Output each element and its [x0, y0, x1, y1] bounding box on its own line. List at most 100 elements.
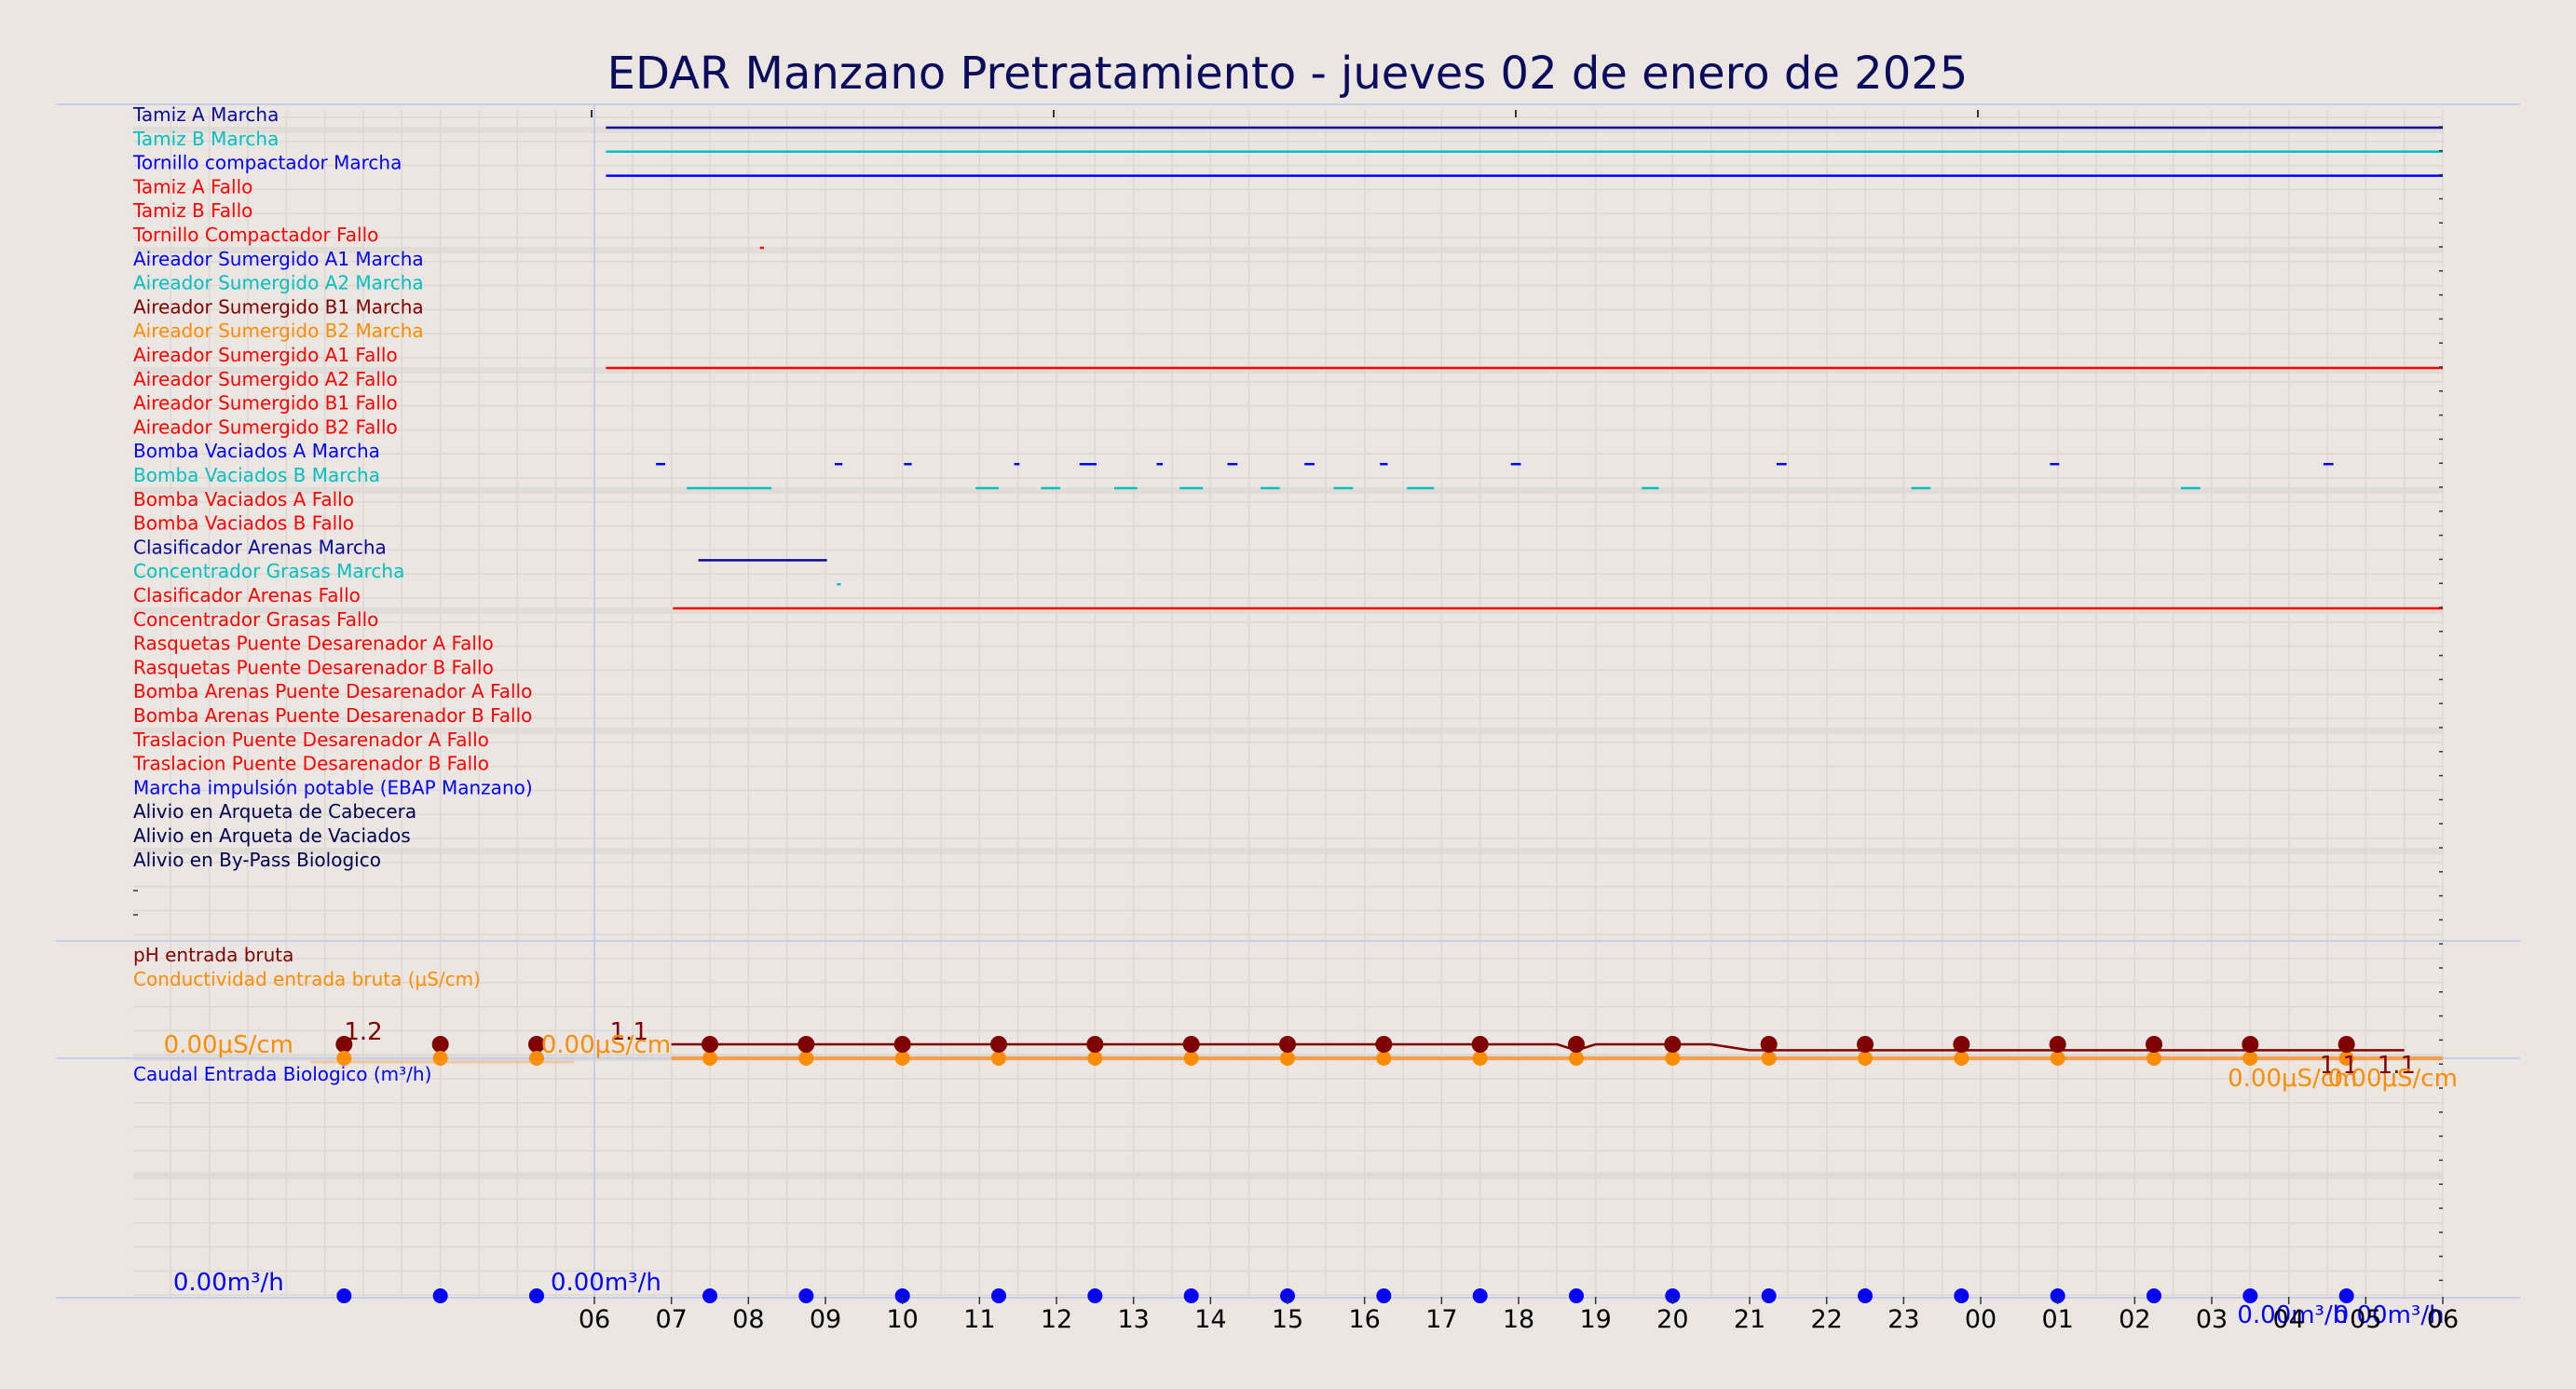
ph-marker: [431, 1036, 449, 1053]
signal-label: Tornillo Compactador Fallo: [132, 224, 378, 246]
x-tick-label: 02: [2119, 1305, 2150, 1334]
signal-label: Tornillo compactador Marcha: [132, 152, 402, 174]
signal-label: Tamiz B Fallo: [132, 199, 252, 222]
conductivity-marker: [1280, 1051, 1295, 1066]
flow-marker: [991, 1288, 1006, 1303]
signal-label: Aireador Sumergido B1 Marcha: [133, 295, 424, 318]
ph-marker: [1857, 1036, 1874, 1053]
flow-marker: [2147, 1288, 2161, 1303]
x-tick-label: 05: [2350, 1305, 2381, 1334]
conductivity-marker: [2147, 1051, 2161, 1066]
signal-label: Bomba Vaciados B Fallo: [133, 512, 354, 535]
signal-label: Concentrador Grasas Fallo: [133, 608, 378, 631]
ph-value-label: 1.1: [2378, 1052, 2416, 1080]
signal-label: Rasquetas Puente Desarenador B Fallo: [133, 656, 494, 678]
signal-label: Aireador Sumergido B2 Marcha: [133, 320, 424, 342]
flow-marker: [1183, 1288, 1199, 1303]
conductivity-marker: [1183, 1051, 1199, 1066]
flow-marker: [702, 1288, 717, 1303]
x-tick-label: 09: [810, 1305, 841, 1334]
signal-label: Tamiz A Marcha: [132, 103, 279, 126]
digital-signals: [606, 126, 2443, 610]
x-tick-label: 08: [732, 1305, 764, 1334]
x-tick-label: 18: [1503, 1305, 1534, 1334]
conductivity-marker: [702, 1051, 717, 1066]
x-tick-label: 00: [1965, 1305, 1997, 1334]
ph-marker: [797, 1036, 815, 1053]
flow-value-label: 0.00m³/h: [2334, 1301, 2445, 1329]
signal-label: Bomba Vaciados A Marcha: [133, 440, 380, 462]
signal-label: Traslacion Puente Desarenador A Fallo: [132, 729, 489, 751]
ph-marker: [1375, 1036, 1393, 1053]
flow-marker: [1376, 1288, 1392, 1303]
signal-label: Traslacion Puente Desarenador B Fallo: [132, 753, 489, 775]
signal-label: Aireador Sumergido B2 Fallo: [133, 415, 398, 438]
x-axis: 06 07 08 09 10 11 12 13 14 15 16 17 18 19 20 21 22 23 00 01…: [133, 110, 2459, 1334]
ph-value-label: 1.2: [344, 1018, 382, 1046]
conductivity-value-label: 0.00μS/cm: [2228, 1065, 2357, 1093]
signal-label: Aireador Sumergido A1 Fallo: [133, 344, 398, 366]
conductivity-marker: [991, 1051, 1006, 1066]
ph-marker: [1760, 1036, 1778, 1053]
analog-series: 1.2 1.11.1 1.10.00μS/cm 0.00μS/cm0.00μS/cm0…: [164, 1018, 2458, 1329]
ph-marker: [528, 1036, 545, 1053]
signal-label: Alivio en By-Pass Biologico: [133, 849, 381, 871]
flow-marker: [1761, 1288, 1777, 1303]
signal-label: Rasquetas Puente Desarenador A Fallo: [133, 633, 494, 655]
conductivity-marker: [1761, 1051, 1777, 1066]
flow-marker: [529, 1288, 544, 1303]
x-tick-label: 22: [1810, 1305, 1842, 1334]
ph-marker: [335, 1036, 353, 1053]
ph-marker: [2337, 1036, 2355, 1053]
flow-marker: [2050, 1288, 2065, 1303]
flow-marker: [1569, 1288, 1584, 1303]
ph-marker: [1279, 1036, 1296, 1053]
flow-value-label: 0.00m³/h: [551, 1269, 661, 1297]
conductivity-value-label: 0.00μS/cm: [164, 1031, 293, 1059]
x-tick-label: 23: [1888, 1305, 1919, 1334]
flow-marker: [1665, 1288, 1681, 1303]
conductivity-marker: [1665, 1051, 1681, 1066]
conductivity-marker: [1376, 1051, 1392, 1066]
signal-label: Bomba Vaciados A Fallo: [133, 488, 354, 511]
conductivity-value-label: 0.00μS/cm: [2328, 1065, 2458, 1093]
x-tick-label: 11: [963, 1305, 995, 1334]
signal-label: Alivio en Arqueta de Vaciados: [133, 824, 411, 847]
flow-marker: [1280, 1288, 1295, 1303]
x-tick-label: 10: [886, 1305, 918, 1334]
ph-marker: [2146, 1036, 2162, 1053]
x-tick-label: 13: [1117, 1305, 1149, 1334]
x-tick-label: 21: [1734, 1305, 1765, 1334]
flow-marker: [432, 1288, 448, 1303]
conductivity-marker: [894, 1051, 910, 1066]
conductivity-marker: [1472, 1051, 1488, 1066]
conductivity-marker: [2242, 1051, 2258, 1066]
ph-marker: [1953, 1036, 1970, 1053]
conductivity-marker: [1087, 1051, 1103, 1066]
ph-marker: [990, 1036, 1007, 1053]
flow-marker: [2338, 1288, 2354, 1303]
x-tick-label: 07: [655, 1305, 687, 1334]
conductivity-marker: [2050, 1051, 2065, 1066]
signal-label: Aireador Sumergido B1 Fallo: [133, 392, 398, 415]
flow-marker: [1954, 1288, 1969, 1303]
ph-marker: [1568, 1036, 1585, 1053]
ph-series-line: [671, 1042, 2405, 1052]
flow-marker: [798, 1288, 814, 1303]
flow-value-label: 0.00m³/h: [2237, 1301, 2348, 1329]
ph-marker: [2049, 1036, 2066, 1053]
signal-label: Concentrador Grasas Marcha: [133, 560, 404, 582]
conductivity-value-label: 0.00μS/cm: [541, 1031, 671, 1059]
ph-marker: [2242, 1036, 2259, 1053]
flow-marker: [1472, 1288, 1488, 1303]
signal-label: Marcha impulsión potable (EBAP Manzano): [133, 776, 533, 798]
x-tick-label: 04: [2272, 1305, 2304, 1334]
conductivity-marker: [336, 1051, 352, 1066]
ph-marker: [1664, 1036, 1682, 1053]
chart-title: EDAR Manzano Pretratamiento - jueves 02 …: [607, 48, 1969, 100]
x-tick-label: 15: [1272, 1305, 1303, 1334]
ph-marker: [1086, 1036, 1104, 1053]
analog-label: Conductividad entrada bruta (μS/cm): [133, 968, 481, 990]
